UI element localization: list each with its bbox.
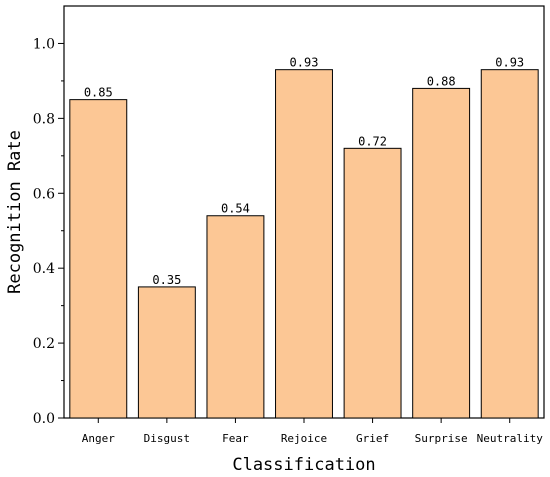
x-tick-label-neutrality: Neutrality: [477, 432, 544, 445]
y-tick-label: 1.0: [33, 36, 55, 52]
y-tick-label: 0.8: [33, 111, 55, 127]
bar-rejoice: [275, 69, 333, 419]
bar-disgust: [137, 286, 196, 419]
x-tick-label-rejoice: Rejoice: [281, 432, 327, 445]
bar-anger: [69, 99, 128, 419]
bar-fear: [206, 215, 265, 419]
x-tick-label-surprise: Surprise: [415, 432, 468, 445]
data-labels-group: 0.85 0.35 0.54 0.93 0.72 0.88 0.93: [84, 56, 524, 287]
x-tick-label-anger: Anger: [82, 432, 115, 445]
data-label-surprise: 0.88: [427, 74, 456, 88]
bar-grief: [343, 147, 402, 419]
bar-neutrality: [480, 69, 539, 419]
y-tick-label: 0.2: [33, 336, 55, 352]
data-label-anger: 0.85: [84, 86, 113, 100]
data-label-rejoice: 0.93: [290, 56, 319, 70]
data-label-fear: 0.54: [221, 202, 250, 216]
x-axis-title: Classification: [232, 455, 375, 475]
x-tick-label-fear: Fear: [222, 432, 249, 445]
y-tick-label: 0.6: [33, 186, 55, 202]
x-tick-label-disgust: Disgust: [144, 432, 190, 445]
data-label-grief: 0.72: [358, 134, 387, 148]
y-axis: 0.0 0.2 0.4 0.6 0.8 1.0: [33, 36, 64, 427]
data-label-disgust: 0.35: [152, 273, 181, 287]
x-tick-label-grief: Grief: [356, 432, 389, 445]
bar-surprise: [412, 87, 471, 419]
bars-group: [69, 69, 539, 419]
x-axis: Anger Disgust Fear Rejoice Grief Surprise Neut…: [82, 418, 543, 445]
data-label-neutrality: 0.93: [495, 56, 524, 70]
y-axis-title: Recognition Rate: [5, 130, 25, 294]
y-tick-label: 0.0: [33, 411, 55, 427]
y-tick-label: 0.4: [33, 261, 55, 277]
